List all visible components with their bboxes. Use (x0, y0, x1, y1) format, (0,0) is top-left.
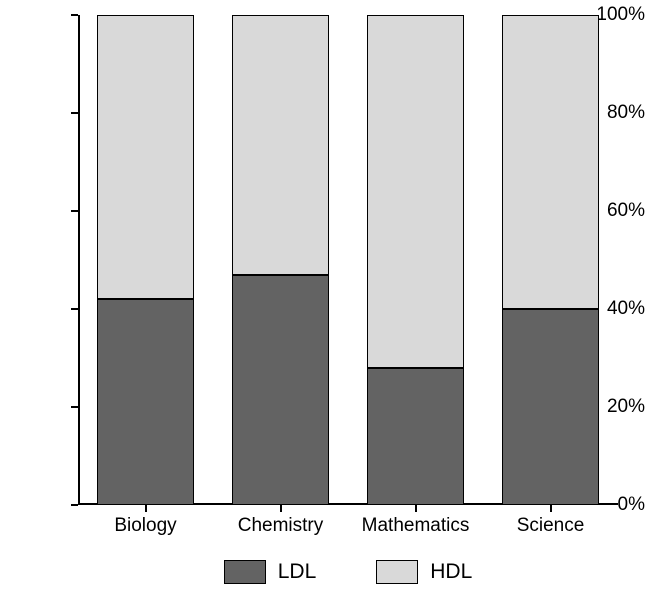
x-tick-mark (280, 505, 282, 512)
x-tick-mark (550, 505, 552, 512)
y-tick-mark (71, 112, 78, 114)
legend-item: LDL (224, 560, 317, 584)
y-tick-mark (71, 14, 78, 16)
x-tick-label: Science (517, 515, 585, 537)
bar-segment (367, 15, 464, 368)
bar-segment (367, 368, 464, 505)
bar-segment (502, 15, 599, 309)
y-tick-mark (71, 210, 78, 212)
bar-segment (232, 275, 329, 505)
legend-label: LDL (278, 560, 317, 584)
x-tick-mark (415, 505, 417, 512)
bar-group (97, 15, 194, 505)
legend-item: HDL (376, 560, 472, 584)
bar-segment (232, 15, 329, 275)
bar-segment (502, 309, 599, 505)
bar-group (502, 15, 599, 505)
bar-segment (97, 15, 194, 299)
legend-swatch (224, 560, 266, 584)
x-tick-label: Biology (114, 515, 176, 537)
y-tick-mark (71, 504, 78, 506)
x-tick-label: Chemistry (238, 515, 324, 537)
stacked-bar-chart: 0%20%40%60%80%100% BiologyChemistryMathe… (0, 0, 645, 604)
y-tick-mark (71, 308, 78, 310)
y-tick-mark (71, 406, 78, 408)
bar-group (367, 15, 464, 505)
bar-segment (97, 299, 194, 505)
bar-group (232, 15, 329, 505)
legend: LDL HDL (78, 560, 618, 584)
legend-swatch (376, 560, 418, 584)
legend-label: HDL (430, 560, 472, 584)
x-tick-mark (145, 505, 147, 512)
x-tick-label: Mathematics (362, 515, 470, 537)
